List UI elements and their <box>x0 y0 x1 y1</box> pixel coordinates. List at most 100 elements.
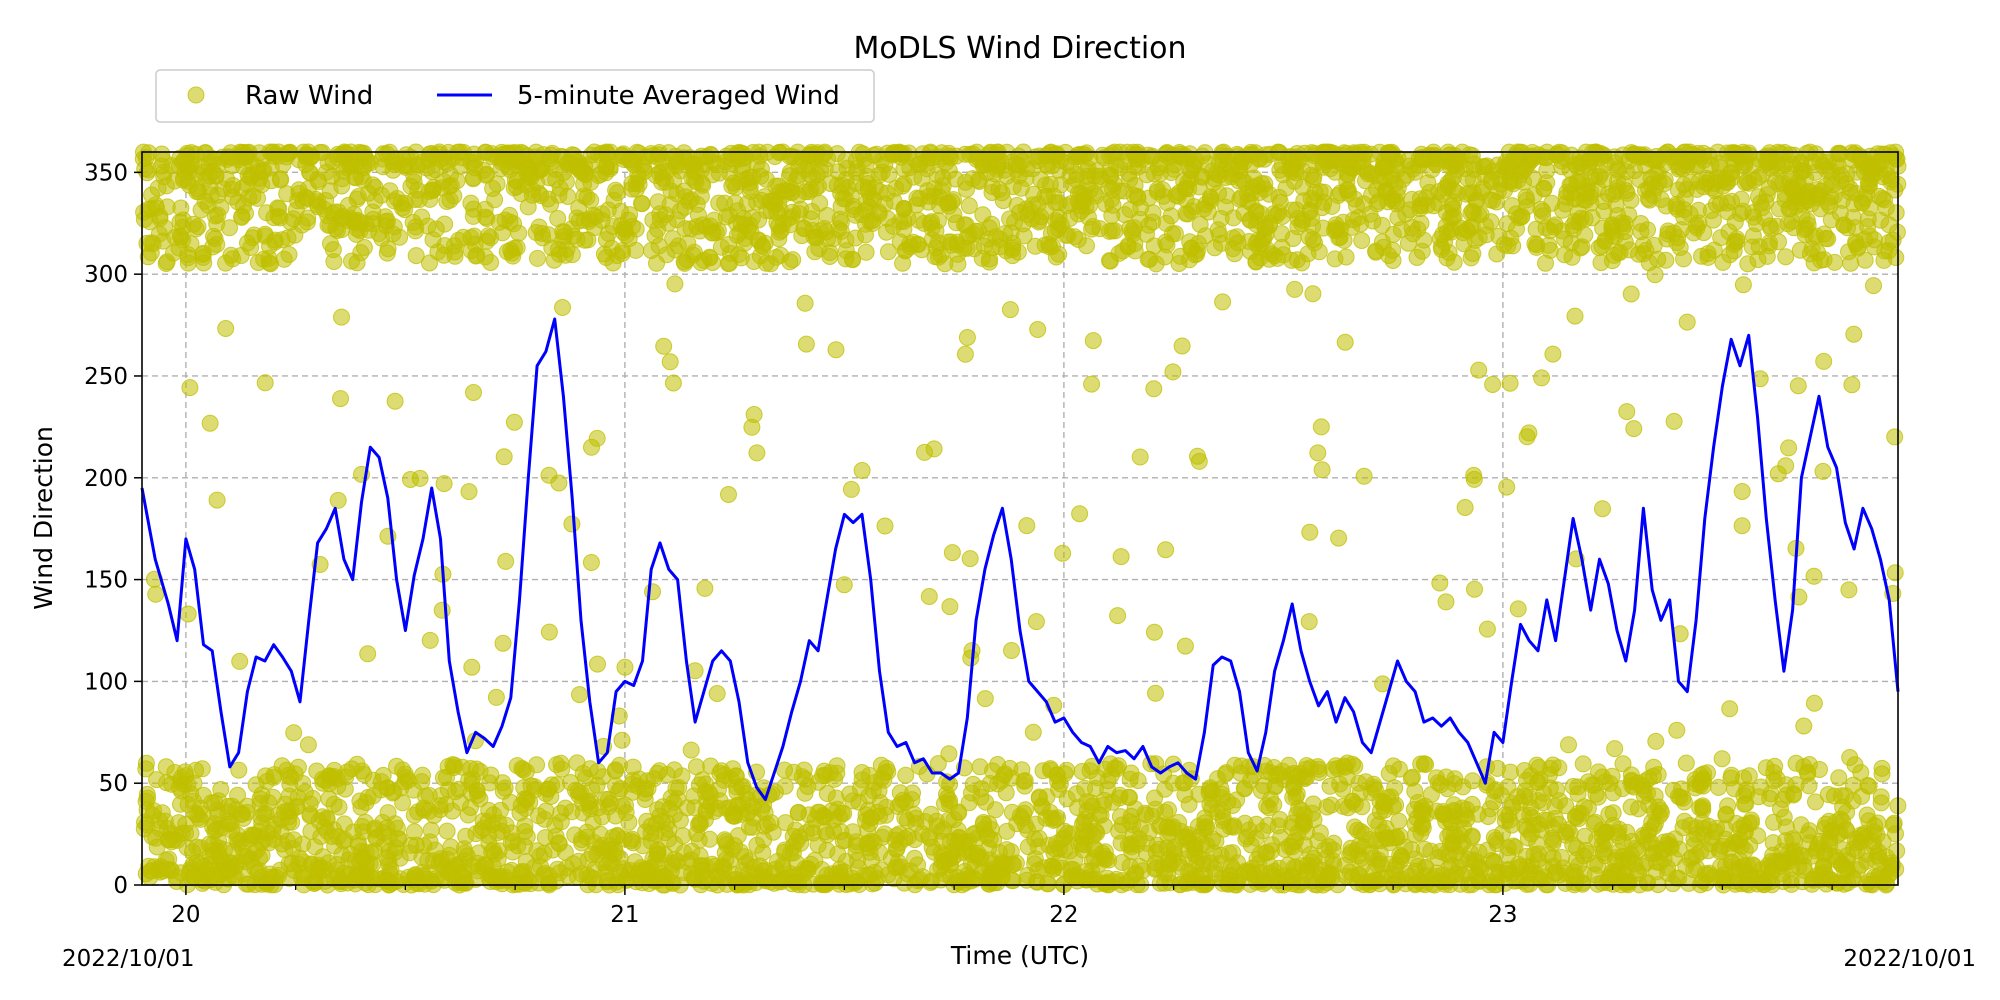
raw-wind-point <box>585 206 603 224</box>
raw-wind-point <box>1557 797 1575 815</box>
raw-wind-point <box>669 790 686 808</box>
raw-wind-point <box>1652 191 1670 208</box>
raw-wind-point <box>1798 144 1816 162</box>
raw-wind-point <box>1450 858 1468 876</box>
raw-wind-point <box>1859 776 1877 794</box>
raw-wind-point <box>208 215 226 233</box>
raw-wind-point <box>605 845 623 863</box>
raw-wind-point <box>1367 242 1385 260</box>
raw-wind-point <box>1283 818 1300 836</box>
raw-wind-point <box>823 802 841 820</box>
raw-wind-point <box>422 821 440 839</box>
raw-wind-point <box>723 177 741 195</box>
raw-wind-point <box>429 243 447 261</box>
raw-wind-point <box>891 233 909 251</box>
raw-wind-point <box>1138 225 1155 243</box>
raw-wind-point <box>519 198 537 216</box>
raw-wind-point <box>177 767 195 785</box>
raw-wind-point <box>757 870 775 888</box>
raw-wind-point <box>1389 209 1407 227</box>
raw-wind-point <box>767 248 785 266</box>
raw-wind-point <box>682 220 700 238</box>
raw-wind-point <box>901 862 919 880</box>
raw-wind-point <box>774 856 792 874</box>
raw-wind-point <box>878 184 896 202</box>
raw-wind-point <box>406 191 424 208</box>
raw-wind-point <box>1278 873 1296 891</box>
raw-wind-point <box>871 807 889 825</box>
raw-wind-point <box>1774 791 1792 808</box>
raw-wind-point <box>501 161 519 179</box>
raw-wind-point <box>821 248 839 265</box>
raw-wind-point <box>159 860 177 878</box>
raw-wind-point <box>194 244 212 262</box>
raw-wind-point <box>285 862 303 880</box>
raw-wind-point <box>1445 208 1463 226</box>
raw-wind-point <box>521 793 539 811</box>
raw-wind-point <box>409 803 427 821</box>
raw-wind-point <box>1462 204 1480 222</box>
raw-wind-point <box>1717 830 1735 848</box>
raw-wind-point <box>438 193 456 210</box>
raw-wind-point <box>1530 815 1548 833</box>
raw-wind-point <box>201 178 219 196</box>
raw-wind-point <box>237 204 254 222</box>
raw-wind-point <box>1041 238 1059 256</box>
raw-wind-point <box>768 204 786 221</box>
raw-wind-point <box>1069 799 1087 817</box>
raw-wind-point <box>1310 243 1328 261</box>
raw-wind-point <box>1831 204 1849 222</box>
raw-wind-point <box>442 177 460 195</box>
raw-wind-point <box>1864 833 1882 851</box>
raw-wind-point <box>322 235 339 253</box>
raw-wind-point <box>617 804 635 822</box>
raw-wind-point <box>796 784 814 802</box>
raw-wind-point <box>783 875 801 893</box>
raw-wind-point <box>1110 244 1128 262</box>
raw-wind-point <box>1669 229 1687 247</box>
raw-wind-point <box>529 249 546 267</box>
raw-wind-point <box>477 166 495 184</box>
raw-wind-point <box>280 246 298 263</box>
raw-wind-point <box>1759 150 1777 168</box>
raw-wind-point <box>355 239 373 256</box>
raw-wind-point <box>1496 874 1514 892</box>
raw-wind-point <box>469 862 487 880</box>
raw-wind-point <box>1489 156 1507 174</box>
raw-wind-point <box>1693 247 1710 265</box>
raw-wind-point <box>1373 216 1391 234</box>
raw-wind-point <box>1527 220 1545 238</box>
raw-wind-point <box>1831 145 1849 163</box>
raw-wind-point <box>1050 194 1068 212</box>
raw-wind-point <box>211 865 229 883</box>
raw-wind-point <box>280 787 298 805</box>
raw-wind-point <box>1059 226 1077 244</box>
raw-wind-point <box>607 761 624 779</box>
raw-wind-point <box>1575 798 1593 816</box>
raw-wind-point <box>157 255 175 272</box>
raw-wind-point <box>1862 166 1880 184</box>
raw-wind-point <box>658 162 676 180</box>
raw-wind-point <box>188 838 206 856</box>
raw-wind-point <box>955 239 973 257</box>
raw-wind-point <box>1075 814 1093 832</box>
raw-wind-point <box>1799 826 1817 843</box>
raw-wind-point <box>1224 844 1242 862</box>
raw-wind-point <box>172 228 190 246</box>
raw-wind-point <box>838 159 856 177</box>
raw-wind-point <box>1830 769 1848 787</box>
raw-wind-point <box>547 160 564 178</box>
raw-wind-point <box>1121 171 1139 189</box>
raw-wind-point <box>1508 220 1525 238</box>
raw-wind-point <box>581 800 599 818</box>
raw-wind-point <box>612 202 629 220</box>
raw-wind-point <box>349 188 367 206</box>
raw-wind-point <box>1540 236 1558 254</box>
raw-wind-point <box>943 843 961 861</box>
raw-wind-point <box>1068 872 1086 890</box>
raw-wind-point <box>1590 239 1608 257</box>
raw-wind-point <box>960 197 978 215</box>
raw-wind-point <box>188 806 206 824</box>
raw-wind-point <box>1694 770 1712 788</box>
